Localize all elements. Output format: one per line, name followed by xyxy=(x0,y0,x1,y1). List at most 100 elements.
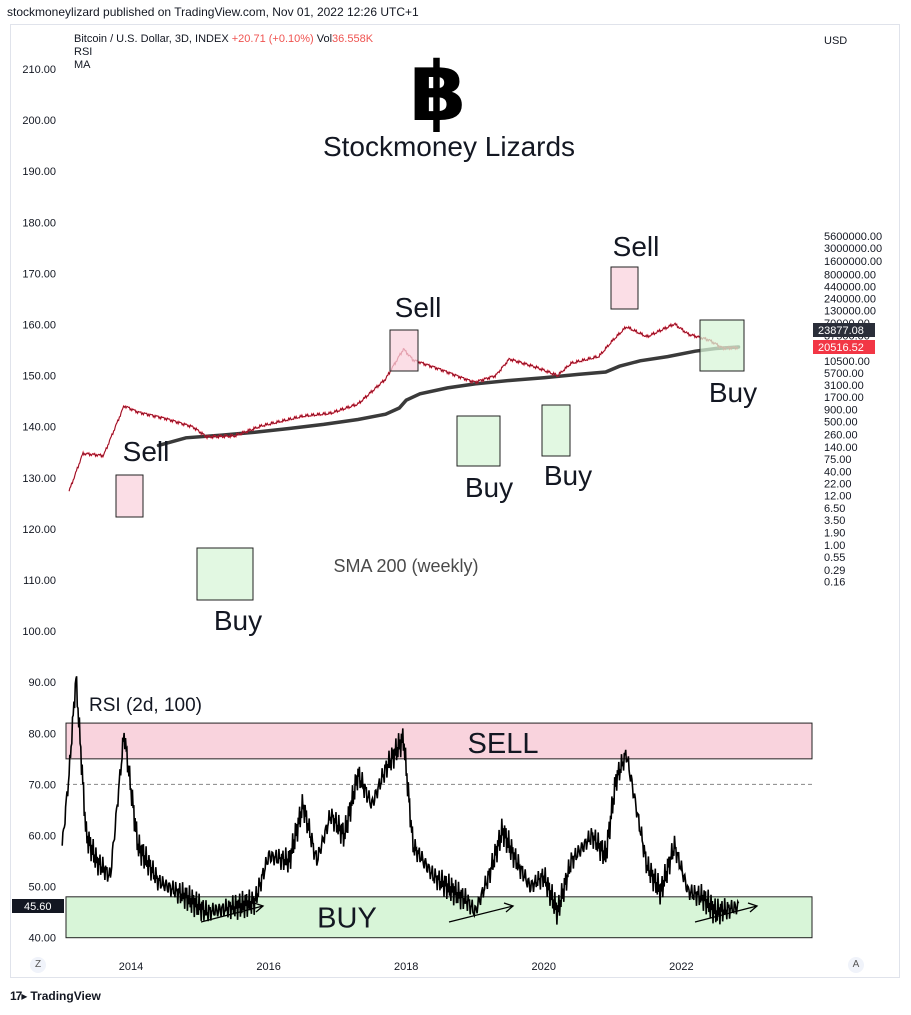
trend-arrow xyxy=(694,905,758,923)
x-axis-tick: 2016 xyxy=(256,961,280,973)
left-axis-tick: 40.00 xyxy=(28,933,56,945)
rsi-value-text: 45.60 xyxy=(24,901,52,913)
left-axis-tick: 170.00 xyxy=(22,268,56,280)
legend-rsi[interactable]: RSI xyxy=(74,46,93,58)
legend-vol-label: Vol xyxy=(316,33,333,45)
right-axis-tick: 3.50 xyxy=(824,515,845,527)
left-axis-tick: 200.00 xyxy=(22,115,56,127)
right-axis-tick: 0.29 xyxy=(824,565,845,577)
right-axis-tick: 12.00 xyxy=(824,491,852,503)
trend-arrow-head xyxy=(747,902,759,913)
chart-legend: Bitcoin / U.S. Dollar, 3D, INDEX +20.71 … xyxy=(74,33,373,72)
right-axis-tick: 800000.00 xyxy=(824,270,876,282)
right-axis-tick: 3100.00 xyxy=(824,380,864,392)
buy-box xyxy=(196,547,254,601)
buy-box xyxy=(699,319,745,372)
right-axis-tick: 260.00 xyxy=(824,429,858,441)
chart-frame xyxy=(10,24,900,978)
right-axis-tick: 1.90 xyxy=(824,527,845,539)
right-axis-tick: 0.16 xyxy=(824,577,845,589)
x-axis-tick: 2022 xyxy=(669,961,693,973)
left-axis-tick: 140.00 xyxy=(22,422,56,434)
rsi-value-tag xyxy=(12,899,64,913)
sell-box xyxy=(389,329,419,372)
trend-arrow-head xyxy=(253,902,265,913)
right-axis-tick: 140.00 xyxy=(824,442,858,454)
right-axis-tick: 75.00 xyxy=(824,454,852,466)
x-axis-tick: 2014 xyxy=(119,961,143,973)
sell-zone-label: SELL xyxy=(468,728,539,760)
right-axis-tick: 130000.00 xyxy=(824,306,876,318)
right-axis-tick: 22.00 xyxy=(824,479,852,491)
tradingview-footer-label: TradingView xyxy=(30,989,101,1003)
sell-box xyxy=(610,266,639,310)
sma-value-text: 23877.08 xyxy=(818,325,864,337)
right-axis-tick: 440000.00 xyxy=(824,281,876,293)
legend-symbol[interactable]: Bitcoin / U.S. Dollar, 3D, INDEX xyxy=(74,33,229,45)
left-axis-tick: 50.00 xyxy=(28,882,56,894)
right-axis-tick: 10500.00 xyxy=(824,356,870,368)
last-price-text: 20516.52 xyxy=(818,342,864,354)
sell-label: Sell xyxy=(395,292,442,323)
legend-ma[interactable]: MA xyxy=(74,59,91,71)
buy-label: Buy xyxy=(465,472,513,503)
right-axis-tick: 1700.00 xyxy=(824,392,864,404)
tradingview-footer[interactable]: 17▸ TradingView xyxy=(10,989,101,1003)
rsi-title: RSI (2d, 100) xyxy=(89,695,202,716)
x-axis-tick: 2018 xyxy=(394,961,418,973)
sma-200-line xyxy=(156,345,741,448)
left-axis-tick: 90.00 xyxy=(28,677,56,689)
right-axis-tick: 240000.00 xyxy=(824,294,876,306)
buy-label: Buy xyxy=(544,460,592,491)
left-axis-tick: 190.00 xyxy=(22,166,56,178)
published-header: stockmoneylizard published on TradingVie… xyxy=(7,5,419,19)
right-axis-tick: 6.50 xyxy=(824,503,845,515)
right-axis-tick: 0.55 xyxy=(824,552,845,564)
trend-arrow xyxy=(200,905,264,923)
trend-arrow-head xyxy=(503,902,515,913)
buy-label: Buy xyxy=(214,605,262,636)
buy-zone-label: BUY xyxy=(317,902,377,934)
right-axis-tick: 500.00 xyxy=(824,416,858,428)
x-axis-tick: 2020 xyxy=(532,961,556,973)
rsi-sell-zone xyxy=(65,722,813,760)
left-axis-tick: 120.00 xyxy=(22,524,56,536)
sell-label: Sell xyxy=(123,436,170,467)
legend-change: +20.71 (+0.10%) xyxy=(231,33,314,45)
left-axis-tick: 210.00 xyxy=(22,64,56,76)
sell-box xyxy=(115,474,144,518)
buy-box xyxy=(456,415,501,467)
left-axis-tick: 160.00 xyxy=(22,320,56,332)
left-axis-tick: 70.00 xyxy=(28,779,56,791)
sma-200-label: SMA 200 (weekly) xyxy=(333,556,478,576)
left-axis-tick: 130.00 xyxy=(22,473,56,485)
left-axis-tick: 110.00 xyxy=(23,575,56,587)
right-axis-tick: 5700.00 xyxy=(824,368,864,380)
left-axis-tick: 80.00 xyxy=(28,728,56,740)
right-axis-unit: USD xyxy=(824,35,847,47)
left-axis-tick: 60.00 xyxy=(28,831,56,843)
buy-label: Buy xyxy=(709,377,757,408)
right-axis-tick: 900.00 xyxy=(824,405,858,417)
tradingview-logo-icon: 17▸ xyxy=(10,989,27,1003)
left-axis-tick: 100.00 xyxy=(22,626,56,638)
right-axis-tick: 3000000.00 xyxy=(824,243,882,255)
sma-value-tag xyxy=(813,323,875,337)
buy-box xyxy=(541,404,571,457)
right-axis-tick: 40.00 xyxy=(824,467,852,479)
right-axis-tick: 1600000.00 xyxy=(824,256,882,268)
bitcoin-logo-icon: ฿ xyxy=(409,45,466,140)
chart-title: Stockmoney Lizards xyxy=(323,131,575,162)
trend-arrow xyxy=(448,905,514,923)
auto-scale-corner-icon[interactable]: A xyxy=(848,957,864,973)
right-axis-tick: 1.00 xyxy=(824,540,845,552)
left-axis-tick: 180.00 xyxy=(22,217,56,229)
rsi-series xyxy=(61,676,740,925)
zoom-corner-icon[interactable]: Z xyxy=(30,957,46,973)
left-axis-tick: 150.00 xyxy=(22,371,56,383)
legend-vol-value: 36.558K xyxy=(332,33,374,45)
right-axis-tick: 5600000.00 xyxy=(824,231,882,243)
sell-label: Sell xyxy=(613,231,660,262)
last-price-tag xyxy=(813,340,875,354)
